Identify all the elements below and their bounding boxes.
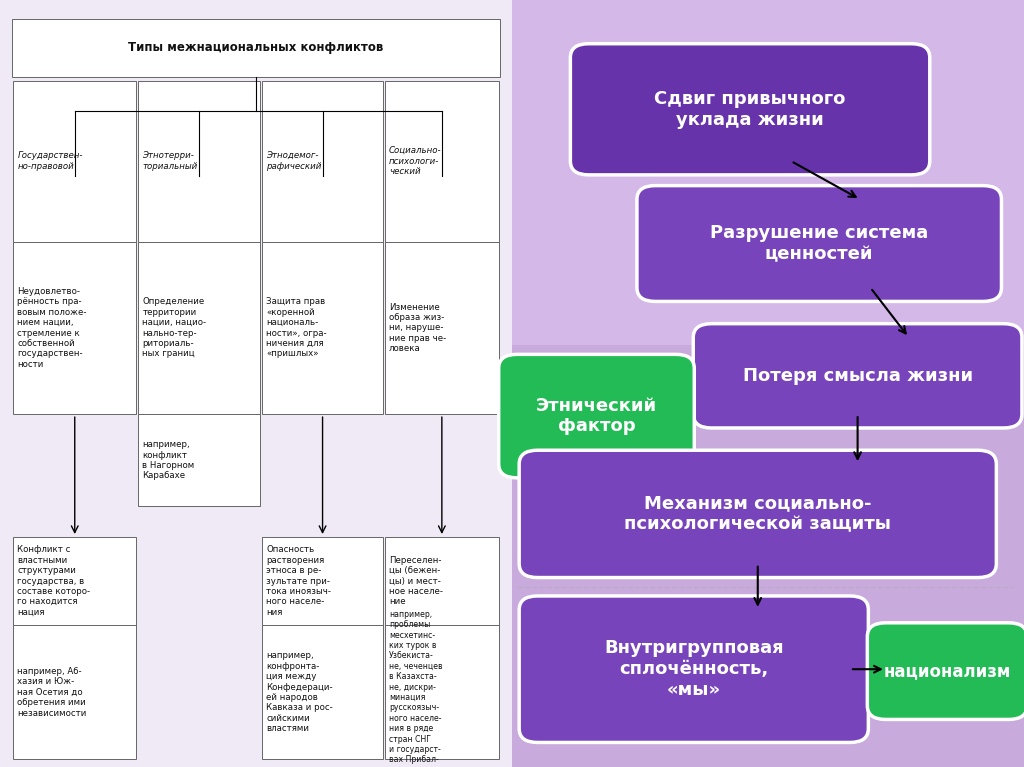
Bar: [0, 0, 512, 767]
Text: Механизм социально-
психологической защиты: Механизм социально- психологической защи…: [625, 495, 891, 533]
Text: Потеря смысла жизни: Потеря смысла жизни: [742, 367, 973, 385]
Text: например,
конфликт
в Нагорном
Карабахе: например, конфликт в Нагорном Карабахе: [142, 440, 195, 480]
Bar: [385, 242, 499, 414]
Bar: [262, 537, 383, 625]
Text: Этнический
фактор: Этнический фактор: [536, 397, 657, 436]
Text: Внутригрупповая
сплочённость,
«мы»: Внутригрупповая сплочённость, «мы»: [604, 640, 783, 699]
FancyBboxPatch shape: [693, 324, 1022, 428]
Text: например, Аб-
хазия и Юж-
ная Осетия до
обретения ими
независимости: например, Аб- хазия и Юж- ная Осетия до …: [17, 667, 87, 717]
Bar: [12, 19, 500, 77]
Text: Определение
территории
нации, нацио-
нально-тер-
риториаль-
ных границ: Определение территории нации, нацио- нал…: [142, 298, 207, 358]
Bar: [262, 242, 383, 414]
Text: Этнотерри-
ториальный: Этнотерри- ториальный: [142, 151, 198, 171]
Text: например,
конфронта-
ция между
Конфедераци-
ей народов
Кавказа и рос-
сийскими
в: например, конфронта- ция между Конфедера…: [266, 651, 333, 733]
Text: Опасность
растворения
этноса в ре-
зультате при-
тока иноязыч-
ного населе-
ния: Опасность растворения этноса в ре- зульт…: [266, 545, 331, 617]
Text: например,
проблемы
месхетинс-
ких турок в
Узбекиста-
не, чеченцев
в Казахста-
не: например, проблемы месхетинс- ких турок …: [389, 610, 442, 767]
Text: Неудовлетво-
рённость пра-
вовым положе-
нием нации,
стремление к
собственной
го: Неудовлетво- рённость пра- вовым положе-…: [17, 287, 87, 369]
Bar: [512, 345, 1024, 767]
Text: Разрушение система
ценностей: Разрушение система ценностей: [710, 224, 929, 263]
Text: Защита прав
«коренной
националь-
ности», огра-
ничения для
«пришлых»: Защита прав «коренной националь- ности»,…: [266, 298, 327, 358]
Bar: [385, 81, 499, 242]
FancyBboxPatch shape: [570, 44, 930, 175]
Text: Типы межнациональных конфликтов: Типы межнациональных конфликтов: [128, 41, 384, 54]
Bar: [262, 625, 383, 759]
FancyBboxPatch shape: [867, 623, 1024, 719]
FancyBboxPatch shape: [637, 186, 1001, 301]
Bar: [385, 537, 499, 625]
Text: Социально-
психологи-
ческий: Социально- психологи- ческий: [389, 146, 441, 176]
Bar: [385, 625, 499, 759]
Bar: [138, 81, 260, 242]
FancyBboxPatch shape: [499, 354, 694, 478]
Text: Государствен-
но-правовой: Государствен- но-правовой: [17, 151, 83, 171]
Bar: [138, 414, 260, 506]
Bar: [13, 625, 136, 759]
Bar: [512, 0, 1024, 345]
Text: национализм: национализм: [884, 662, 1011, 680]
Bar: [13, 537, 136, 625]
Text: Конфликт с
властными
структурами
государства, в
составе которо-
го находится
нац: Конфликт с властными структурами государ…: [17, 545, 90, 617]
Bar: [262, 81, 383, 242]
FancyBboxPatch shape: [519, 596, 868, 742]
Bar: [13, 242, 136, 414]
Text: Этнодемог-
рафический: Этнодемог- рафический: [266, 151, 322, 171]
Text: Изменение
образа жиз-
ни, наруше-
ние прав че-
ловека: Изменение образа жиз- ни, наруше- ние пр…: [389, 303, 446, 353]
Bar: [13, 81, 136, 242]
FancyBboxPatch shape: [519, 450, 996, 578]
Text: Сдвиг привычного
уклада жизни: Сдвиг привычного уклада жизни: [654, 90, 846, 129]
Bar: [138, 242, 260, 414]
Text: Переселен-
цы (бежен-
цы) и мест-
ное населе-
ние: Переселен- цы (бежен- цы) и мест- ное на…: [389, 556, 443, 606]
